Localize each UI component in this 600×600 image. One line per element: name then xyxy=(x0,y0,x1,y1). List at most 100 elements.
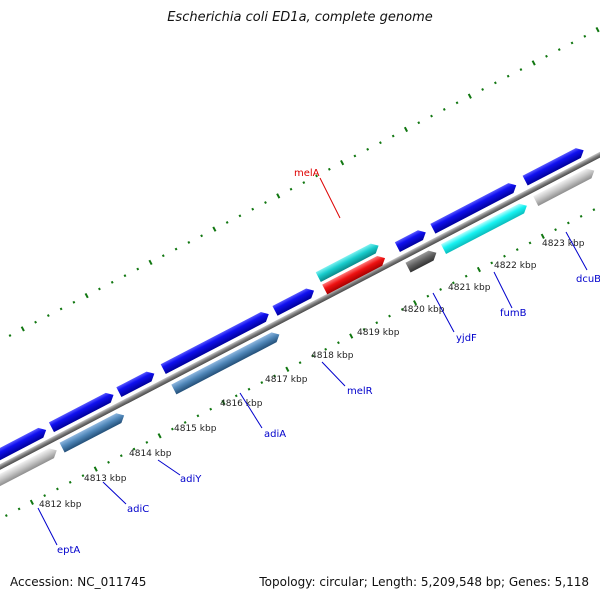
tick-mark xyxy=(528,241,532,245)
tick-mark xyxy=(20,326,25,332)
tick-mark xyxy=(157,433,162,439)
tick-mark xyxy=(276,193,281,199)
tick-mark xyxy=(298,361,302,365)
tick-mark xyxy=(430,114,433,118)
tick-mark xyxy=(403,126,409,133)
tick-mark xyxy=(247,387,251,391)
gene-bar-melA-red xyxy=(322,255,386,295)
gene-arrow-eptA-upper xyxy=(0,427,47,471)
tick-mark xyxy=(493,81,497,85)
tick-mark xyxy=(264,201,267,204)
gene-arrow-adiY xyxy=(116,371,155,398)
tick-mark xyxy=(110,280,114,284)
tick-mark xyxy=(337,341,340,345)
tick-mark xyxy=(238,214,242,218)
tick-mark xyxy=(311,354,315,358)
tick-mark xyxy=(273,374,276,378)
tick-mark xyxy=(81,474,85,478)
tick-mark xyxy=(413,300,418,306)
tick-mark xyxy=(324,347,328,351)
tick-mark xyxy=(349,333,354,339)
scale-label: 4815 kbp xyxy=(174,424,217,434)
gene-label-fumB: fumB xyxy=(500,308,527,319)
tick-mark xyxy=(455,101,459,105)
tick-mark xyxy=(56,487,59,491)
tick-mark xyxy=(379,141,382,145)
tick-mark xyxy=(340,159,345,166)
tick-mark xyxy=(519,68,523,71)
scale-label: 4823 kbp xyxy=(542,239,585,249)
tick-mark xyxy=(566,221,570,225)
tick-mark xyxy=(187,240,191,244)
tick-mark xyxy=(545,54,548,58)
tick-mark xyxy=(583,34,587,38)
tick-mark xyxy=(391,134,395,138)
gene-leader-eptA xyxy=(37,507,58,546)
tick-mark xyxy=(570,41,574,45)
scale-label: 4812 kbp xyxy=(39,500,82,510)
tick-mark xyxy=(595,26,600,33)
tick-mark xyxy=(417,121,421,125)
tick-mark xyxy=(464,274,468,278)
tick-marks xyxy=(4,26,600,517)
tick-mark xyxy=(426,294,430,298)
gene-leader-adiY xyxy=(157,459,181,476)
tick-mark xyxy=(170,427,174,431)
tick-mark xyxy=(84,292,89,299)
tick-mark xyxy=(451,281,455,285)
gene-leader-melA xyxy=(319,177,341,219)
page-title: Escherichia coli ED1a, complete genome xyxy=(167,10,433,25)
scale-label: 4814 kbp xyxy=(129,449,172,459)
gene-label-yjdF: yjdF xyxy=(456,333,477,344)
gene-bar-yjdF-lower xyxy=(405,250,437,273)
track-frame xyxy=(0,141,600,492)
tick-mark xyxy=(503,254,506,258)
tick-mark xyxy=(531,60,536,66)
tick-mark xyxy=(327,167,331,171)
tick-mark xyxy=(119,454,123,458)
gene-leader-adiA xyxy=(239,392,263,429)
tick-mark xyxy=(59,307,63,311)
tick-mark xyxy=(467,93,472,99)
gene-arrow-dcuB-upper xyxy=(522,148,584,186)
scale-label: 4822 kbp xyxy=(494,261,537,271)
gene-label-melA: melA xyxy=(294,168,320,179)
scale-label: 4819 kbp xyxy=(357,328,400,338)
tick-mark xyxy=(476,266,481,273)
tick-mark xyxy=(107,460,110,464)
tick-mark xyxy=(554,228,557,232)
tick-mark xyxy=(442,108,446,111)
tick-mark xyxy=(43,494,47,498)
tick-mark xyxy=(315,174,318,178)
tick-mark xyxy=(285,366,290,372)
tick-mark xyxy=(145,440,149,444)
gene-label-adiA: adiA xyxy=(264,429,286,440)
scale-label: 4820 kbp xyxy=(402,305,445,315)
gene-bar-dcuB-lower xyxy=(533,168,595,206)
tick-mark xyxy=(4,514,8,517)
tick-mark xyxy=(183,421,187,424)
gene-bar-adiC-lower xyxy=(59,413,125,453)
gene-bar-eptA-lower xyxy=(0,448,57,492)
gene-bar-fumB-lower xyxy=(440,203,527,254)
tick-mark xyxy=(68,480,72,484)
tick-mark xyxy=(234,394,238,398)
gene-leader-adiC xyxy=(102,481,127,505)
tick-mark xyxy=(375,321,379,325)
tick-mark xyxy=(481,88,485,91)
gene-arrow-melR-upper xyxy=(272,288,315,316)
tick-mark xyxy=(506,74,510,78)
tick-mark xyxy=(136,267,140,271)
scale-label: 4813 kbp xyxy=(84,474,127,484)
tick-mark xyxy=(98,287,101,291)
tick-mark xyxy=(540,233,545,239)
tick-mark xyxy=(400,307,404,311)
tick-mark xyxy=(212,226,217,232)
scale-labels: 4812 kbp 4813 kbp 4814 kbp 4815 kbp 4816 kbp… xyxy=(39,239,585,510)
tick-mark xyxy=(29,499,34,505)
tick-mark xyxy=(362,327,366,331)
gene-leader-melR xyxy=(321,361,346,387)
gene-labels: eptA adiC adiY adiA melR melA yjdF fumB dcuB xyxy=(37,168,600,556)
